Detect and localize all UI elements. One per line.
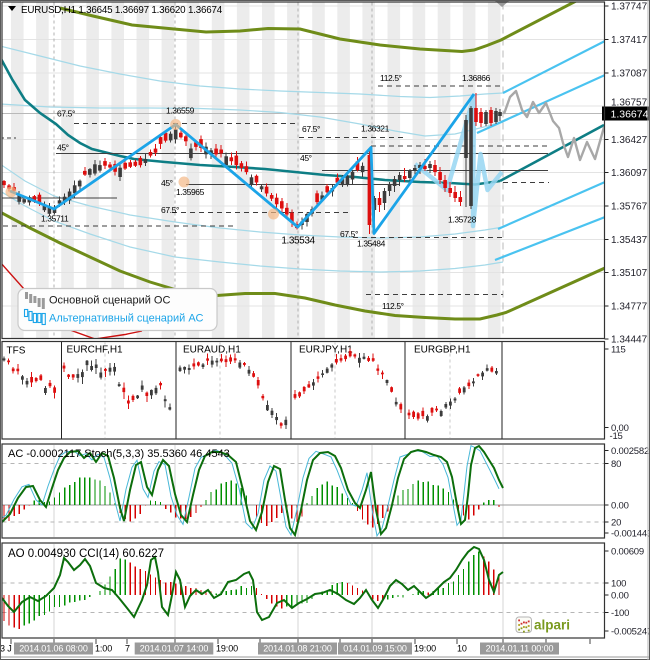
svg-text:1.35728: 1.35728 (448, 215, 477, 225)
svg-text:1.35965: 1.35965 (176, 187, 205, 197)
svg-text:0.00609: 0.00609 (611, 547, 644, 558)
svg-text:-0.001443: -0.001443 (611, 529, 650, 540)
svg-text:1.36559: 1.36559 (166, 106, 195, 116)
svg-text:2014.01.11 00:00: 2014.01.11 00:00 (486, 644, 554, 654)
svg-text:112.5°: 112.5° (382, 301, 404, 311)
svg-text:10: 10 (457, 644, 467, 654)
svg-text:19:00: 19:00 (414, 644, 436, 654)
svg-text:2014.01.08 21:00: 2014.01.08 21:00 (263, 644, 332, 654)
svg-text:1.36757: 1.36757 (611, 98, 648, 109)
svg-text:3 J: 3 J (0, 644, 12, 654)
svg-text:67.5°: 67.5° (161, 205, 179, 215)
svg-text:0.00: 0.00 (611, 591, 629, 602)
svg-text:1.34777: 1.34777 (611, 301, 648, 312)
svg-text:0,00: 0,00 (611, 423, 629, 434)
svg-text:AO 0.004930 CCI(14) 60.6227: AO 0.004930 CCI(14) 60.6227 (8, 548, 164, 560)
svg-text:1.36427: 1.36427 (611, 135, 648, 146)
svg-text:1.35767: 1.35767 (611, 202, 648, 213)
svg-text:0.002582: 0.002582 (611, 446, 649, 457)
svg-text:014.01.09 15:00: 014.01.09 15:00 (343, 644, 407, 654)
svg-text:1.37087: 1.37087 (611, 68, 648, 79)
svg-text:45°: 45° (300, 153, 312, 163)
svg-text:45°: 45° (57, 143, 69, 153)
svg-text:67.5°: 67.5° (340, 229, 358, 239)
svg-text:TFS: TFS (7, 346, 26, 357)
svg-text:alpari: alpari (534, 618, 570, 633)
svg-text:-0.005247: -0.005247 (611, 627, 650, 638)
svg-text:AC -0.0002117 Stoch(5,3,3) 35: AC -0.0002117 Stoch(5,3,3) 35.5360 46.45… (8, 448, 230, 460)
svg-text:19:00: 19:00 (216, 644, 238, 654)
svg-text:67.5°: 67.5° (57, 109, 75, 119)
svg-text:EURGBP,H1: EURGBP,H1 (414, 345, 471, 356)
svg-text:2014.01.06 08:00: 2014.01.06 08:00 (19, 644, 88, 654)
svg-text:1.36674: 1.36674 (611, 109, 649, 121)
svg-text:EURJPY,H1: EURJPY,H1 (299, 345, 353, 356)
svg-text:1.35437: 1.35437 (611, 235, 648, 246)
svg-text:1.37747: 1.37747 (611, 2, 648, 13)
svg-text:1.35107: 1.35107 (611, 268, 648, 279)
svg-text:-100: -100 (611, 608, 629, 619)
svg-text:0.00: 0.00 (611, 501, 629, 512)
svg-text:-15: -15 (610, 431, 623, 442)
svg-text:1.36097: 1.36097 (611, 168, 648, 179)
svg-text:1.35711: 1.35711 (41, 214, 69, 224)
svg-text:67.5°: 67.5° (302, 124, 320, 134)
svg-text:Основной сценарий ОС: Основной сценарий ОС (49, 295, 170, 307)
svg-text:20: 20 (611, 517, 621, 528)
svg-text:7: 7 (125, 644, 130, 654)
svg-text:EURCHF,H1: EURCHF,H1 (67, 345, 124, 356)
svg-text:45°: 45° (161, 178, 173, 188)
svg-text:100: 100 (611, 579, 626, 590)
svg-text:1.36866: 1.36866 (462, 73, 491, 83)
svg-text:EURAUD,H1: EURAUD,H1 (183, 345, 241, 356)
svg-text:1.36321: 1.36321 (361, 124, 390, 134)
svg-text:112.5°: 112.5° (380, 73, 402, 83)
svg-text:115: 115 (611, 345, 626, 356)
svg-text:EURUSD,H1 1.36645 1.36697 1.3: EURUSD,H1 1.36645 1.36697 1.36620 1.3667… (21, 5, 223, 16)
svg-text:1.35484: 1.35484 (357, 239, 386, 249)
svg-text:1:00: 1:00 (95, 644, 112, 654)
svg-text:1.34447: 1.34447 (611, 335, 648, 346)
svg-text:Альтернативный сценарий АС: Альтернативный сценарий АС (49, 313, 203, 325)
svg-text:1.35534: 1.35534 (281, 236, 315, 247)
svg-text:1.37417: 1.37417 (611, 35, 648, 46)
svg-text:80: 80 (611, 459, 621, 470)
svg-text:2014.01.07 14:00: 2014.01.07 14:00 (140, 644, 209, 654)
